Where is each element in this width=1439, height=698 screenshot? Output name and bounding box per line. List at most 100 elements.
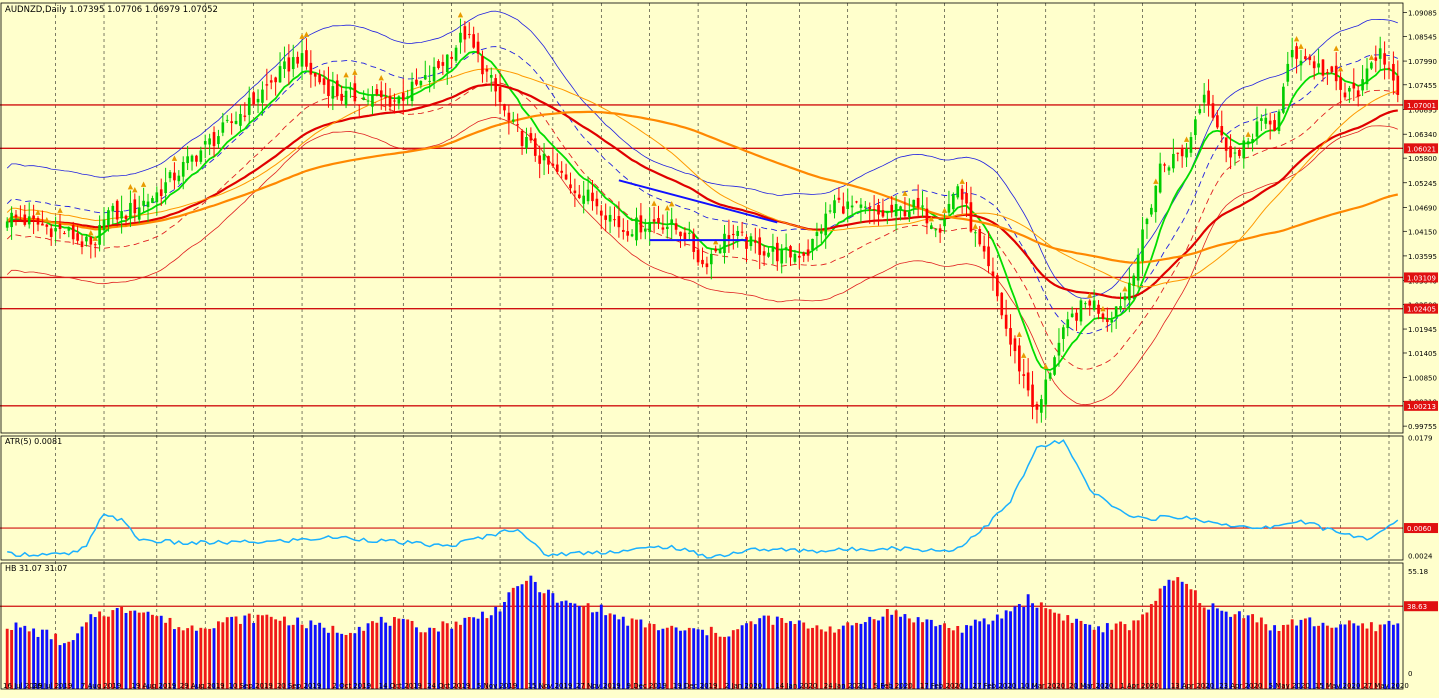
level-tag-label: 1.06021 xyxy=(1407,145,1436,153)
hb-bar xyxy=(846,622,850,689)
candle-body xyxy=(542,153,546,161)
candle-body xyxy=(718,250,722,254)
candle-body xyxy=(146,201,150,207)
fractal-marker: ▲ xyxy=(1122,285,1128,293)
hb-bar xyxy=(1295,625,1299,689)
hb-panel xyxy=(5,575,1400,689)
hb-bar xyxy=(793,623,797,689)
candle-body xyxy=(379,90,383,98)
candle-body xyxy=(1013,338,1017,352)
hb-bar xyxy=(106,616,110,689)
candle-body xyxy=(555,164,559,172)
hb-bar xyxy=(938,624,942,689)
candle-body xyxy=(291,57,295,70)
candle-body xyxy=(239,113,242,126)
candle-body xyxy=(406,96,409,98)
fractal-marker: ▲ xyxy=(352,68,358,76)
level-tag xyxy=(1404,99,1438,110)
hb-bar xyxy=(379,616,383,689)
ema-red-line xyxy=(7,83,1398,300)
candle-body xyxy=(217,136,220,145)
hb-bar xyxy=(1017,604,1021,689)
hb-bar xyxy=(397,618,401,689)
hb-bar xyxy=(797,620,801,689)
candle-body xyxy=(14,214,18,218)
candle-body xyxy=(1150,207,1153,215)
candle-body xyxy=(1321,59,1325,76)
hb-bar xyxy=(1347,620,1351,689)
hb-bar xyxy=(538,592,542,689)
hb-bar xyxy=(102,616,106,689)
hb-bar xyxy=(344,634,348,689)
candle-body xyxy=(129,202,132,219)
hb-bar xyxy=(951,630,955,689)
hb-bar xyxy=(252,622,256,689)
candle-body xyxy=(80,241,84,248)
hb-bar xyxy=(525,580,528,689)
candle-body xyxy=(982,245,986,252)
hb-bar xyxy=(1004,610,1008,689)
hb-bar xyxy=(1026,594,1030,689)
fractal-marker: ▲ xyxy=(929,215,935,223)
candle-body xyxy=(19,219,22,221)
fractal-marker: ▲ xyxy=(669,200,675,208)
hb-bar xyxy=(894,610,898,689)
candle-body xyxy=(551,163,555,166)
fractal-marker: ▲ xyxy=(35,208,41,216)
hb-bar xyxy=(1229,616,1233,689)
candle-body xyxy=(938,228,942,233)
hb-bar xyxy=(1075,618,1078,689)
panel-frame xyxy=(0,435,1404,561)
candle-body xyxy=(1207,90,1210,105)
hb-bar xyxy=(432,627,436,689)
hb-bar xyxy=(283,616,286,689)
hb-bar xyxy=(243,615,247,689)
hb-bar xyxy=(560,601,564,689)
hb-bar xyxy=(714,632,718,689)
hb-bar xyxy=(555,602,559,689)
candle-body xyxy=(234,120,238,124)
candle-body xyxy=(652,219,656,222)
trend-line-upper xyxy=(618,179,778,224)
fractal-marker: ▲ xyxy=(44,216,50,224)
candle-body xyxy=(1334,65,1338,82)
candle-body xyxy=(415,79,418,85)
sma-orange-thin-line xyxy=(6,68,1398,288)
hb-bar xyxy=(1211,603,1215,689)
candle-body xyxy=(947,203,951,213)
candle-body xyxy=(679,231,682,237)
candle-body xyxy=(1224,137,1228,151)
candle-body xyxy=(507,112,511,121)
hb-bar xyxy=(683,630,687,689)
hb-bar xyxy=(780,618,784,689)
hb-bar xyxy=(635,619,638,689)
candle-body xyxy=(472,34,475,48)
candle-body xyxy=(1238,149,1241,156)
candle-body xyxy=(1282,86,1285,113)
x-tick-label: 13 Apr 2020 xyxy=(1171,682,1214,690)
candle-body xyxy=(925,208,929,224)
hb-bar xyxy=(366,623,370,689)
candle-body xyxy=(340,93,343,101)
hb-bar xyxy=(318,622,322,689)
hb-bar xyxy=(239,623,242,689)
y-tick-label: 1.06340 xyxy=(1408,131,1437,139)
candle-body xyxy=(617,216,621,228)
candle-body xyxy=(1348,87,1351,92)
y-tick-label: 0.99755 xyxy=(1408,423,1437,431)
hb-bar xyxy=(32,628,36,689)
hb-bar xyxy=(973,619,977,689)
candle-body xyxy=(824,213,828,236)
hb-bar xyxy=(1242,618,1246,689)
hb-bar xyxy=(467,616,471,689)
candle-body xyxy=(573,190,577,194)
fractal-marker: ▲ xyxy=(1017,330,1023,338)
candle-body xyxy=(230,121,233,124)
candle-body xyxy=(344,90,348,105)
candle-body xyxy=(1194,119,1197,136)
hb-bar xyxy=(1176,577,1180,689)
candle-body xyxy=(1123,296,1127,301)
fractal-marker: ▲ xyxy=(1245,130,1251,138)
candle-body xyxy=(1365,68,1369,85)
hb-bar xyxy=(1369,622,1373,689)
